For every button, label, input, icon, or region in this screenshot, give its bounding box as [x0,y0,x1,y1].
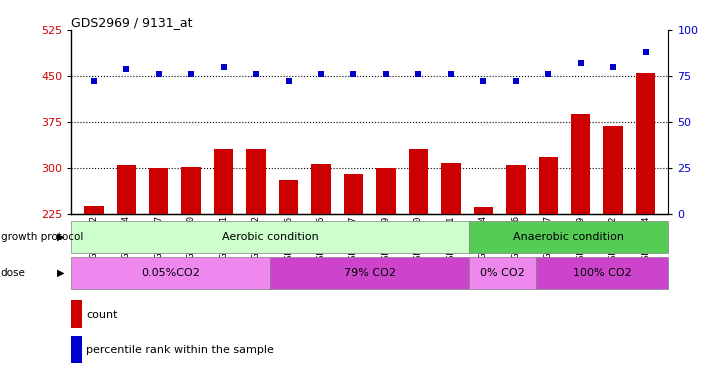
Bar [71,336,82,363]
Point [445,71,456,77]
Bar [117,165,136,214]
Text: ▶: ▶ [57,268,64,278]
Point [542,71,554,77]
Text: 0.05%CO2: 0.05%CO2 [141,268,200,278]
Point [510,78,521,84]
Bar [214,149,233,214]
Bar [441,163,461,214]
Bar [469,221,668,253]
Bar [343,174,363,214]
Point [121,66,132,72]
Bar [71,221,469,253]
Text: ▶: ▶ [57,232,64,242]
Bar [71,257,270,289]
Bar [636,73,656,214]
Bar [469,257,535,289]
Text: 0% CO2: 0% CO2 [480,268,525,278]
Bar [409,149,428,214]
Bar [84,206,104,214]
Text: Aerobic condition: Aerobic condition [222,232,319,242]
Point [348,71,359,77]
Bar [270,257,469,289]
Point [186,71,197,77]
Bar [474,207,493,214]
Point [88,78,100,84]
Point [316,71,327,77]
Point [250,71,262,77]
Text: percentile rank within the sample: percentile rank within the sample [86,345,274,355]
Bar [538,157,558,214]
Bar [604,126,623,214]
Bar [149,168,169,214]
Bar [181,167,201,214]
Point [640,49,651,55]
Point [380,71,392,77]
Text: 79% CO2: 79% CO2 [343,268,396,278]
Point [412,71,424,77]
Point [607,64,619,70]
Bar [247,149,266,214]
Text: GDS2969 / 9131_at: GDS2969 / 9131_at [71,16,193,29]
Point [575,60,587,66]
Bar [279,180,299,214]
Point [218,64,230,70]
Bar [71,300,82,328]
Point [283,78,294,84]
Bar [535,257,668,289]
Bar [311,164,331,214]
Text: 100% CO2: 100% CO2 [572,268,631,278]
Bar [376,168,396,214]
Bar [506,165,525,214]
Text: dose: dose [1,268,26,278]
Text: Anaerobic condition: Anaerobic condition [513,232,624,242]
Point [478,78,489,84]
Text: growth protocol: growth protocol [1,232,83,242]
Text: count: count [86,309,117,320]
Bar [571,114,590,214]
Point [153,71,164,77]
